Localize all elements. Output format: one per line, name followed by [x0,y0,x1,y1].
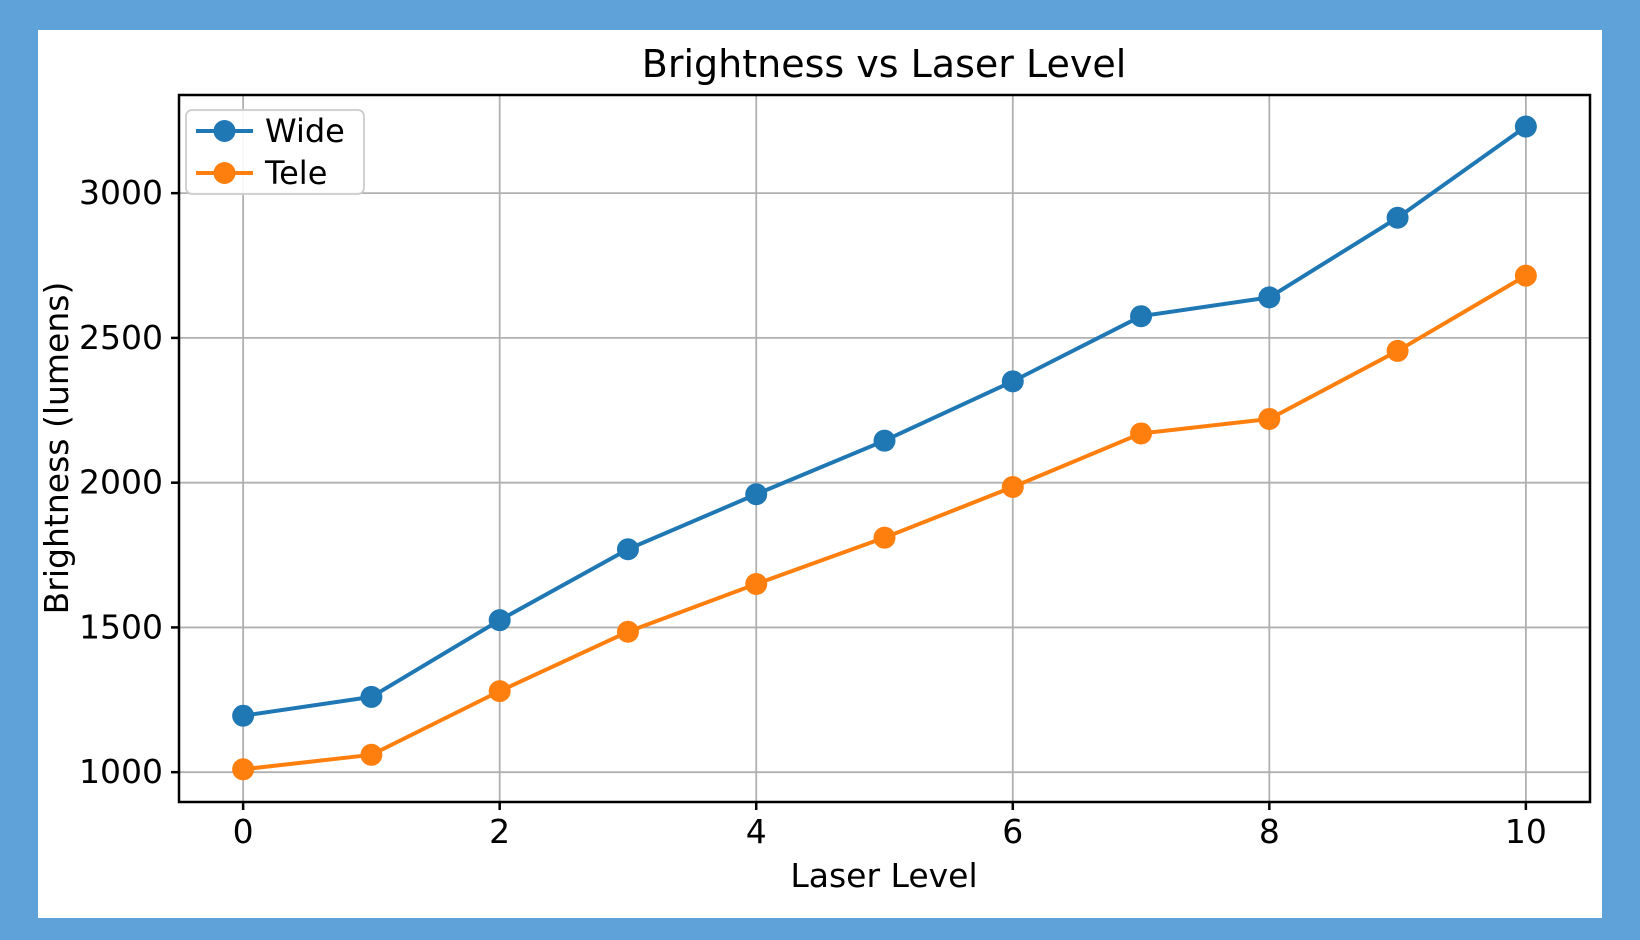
series-tele-marker [616,620,639,643]
grid-layer [179,95,1590,802]
series-tele-marker [1001,476,1024,499]
legend-label-wide: Wide [265,112,345,150]
legend-swatch-tele-marker [213,162,236,184]
series-tele-marker [1258,407,1281,430]
y-tick-label: 2000 [79,463,163,502]
series-tele-marker [1386,339,1409,362]
series-wide-marker [360,685,383,708]
tick-layer: 0 2 4 6 8 10 1000 1500 2000 2500 3000 [79,173,1547,851]
series-tele-marker [488,680,511,703]
series-tele-marker [232,758,255,781]
legend-label-tele: Tele [264,154,327,192]
x-tick-label: 6 [1002,812,1023,851]
series-wide-marker [1514,115,1537,138]
series-tele-marker [1130,422,1153,445]
series-wide-marker [1386,206,1409,229]
x-tick-label: 2 [489,812,510,851]
series-tele-marker [873,526,896,549]
series-wide-marker [873,429,896,452]
y-tick-label: 1500 [79,607,163,646]
legend: Wide Tele [185,109,365,195]
y-tick-label: 3000 [79,173,163,212]
series-wide-marker [1258,286,1281,309]
x-axis-label: Laser Level [790,856,977,895]
chart-title: Brightness vs Laser Level [642,42,1127,86]
x-tick-label: 0 [233,812,254,851]
legend-swatch-wide-marker [213,120,236,142]
series-wide-marker [232,704,255,727]
y-tick-label: 2500 [79,318,163,357]
y-axis-label: Brightness (lumens) [37,282,76,615]
series-layer [232,115,1537,781]
series-wide-marker [616,538,639,561]
x-tick-label: 8 [1259,812,1280,851]
series-tele-marker [1514,264,1537,287]
x-tick-label: 4 [746,812,767,851]
series-tele-marker [745,572,768,595]
series-wide-marker [1130,305,1153,328]
series-wide-marker [745,483,768,506]
series-tele-marker [360,743,383,766]
series-wide-marker [488,609,511,632]
x-tick-label: 10 [1505,812,1547,851]
y-tick-label: 1000 [79,752,163,791]
axes-box [177,93,1592,804]
series-wide-marker [1001,370,1024,393]
